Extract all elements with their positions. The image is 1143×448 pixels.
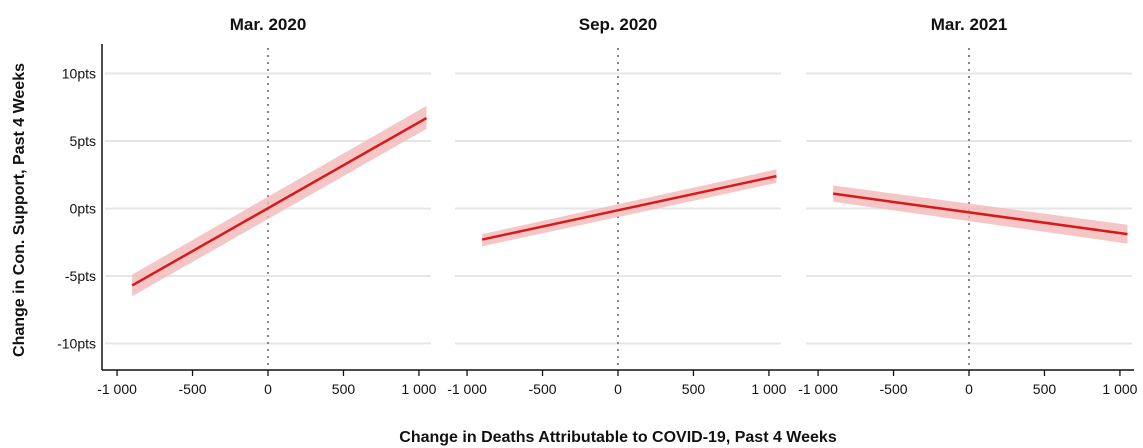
x-tick-label: 500	[682, 381, 706, 397]
fit-line	[832, 192, 1128, 236]
panel-3: -1 000 -500 0 500 1 000 Mar. 2021	[798, 15, 1137, 397]
y-tick-label: 5pts	[70, 133, 96, 149]
x-tick-label: 0	[264, 381, 272, 397]
panel-2: -1 000 -500 0 500 1 000 Sep. 2020	[447, 15, 786, 397]
y-tick-label: -10pts	[57, 336, 96, 352]
x-tick-label: -1 000	[447, 381, 487, 397]
fit-line	[131, 116, 428, 287]
panels-group: -10pts -5pts 0pts 5pts 10pts -1 000 -500 0 500 1 …	[57, 15, 1138, 397]
x-tick-label: -1 000	[97, 381, 137, 397]
x-tick-label: -500	[880, 381, 908, 397]
x-axis-title: Change in Deaths Attributable to COVID-1…	[399, 429, 837, 446]
x-tick-label: 500	[1033, 381, 1057, 397]
x-tick-label: -500	[179, 381, 207, 397]
y-tick-label: 10pts	[62, 66, 96, 82]
x-tick-label: -1 000	[798, 381, 838, 397]
x-tick-label: 1 000	[401, 381, 436, 397]
x-tick-label: 1 000	[1102, 381, 1137, 397]
panel-title: Sep. 2020	[579, 15, 657, 34]
x-tick-label: 0	[965, 381, 973, 397]
x-tick-label: -500	[529, 381, 557, 397]
y-tick-label: 0pts	[70, 201, 96, 217]
panel-title: Mar. 2021	[931, 15, 1008, 34]
x-tick-label: 1 000	[751, 381, 786, 397]
x-tick-label: 0	[614, 381, 622, 397]
panel-1: -1 000 -500 0 500 1 000 Mar. 2020	[97, 15, 436, 397]
y-tick-label: -5pts	[65, 268, 96, 284]
x-tick-label: 500	[332, 381, 356, 397]
y-axis-title: Change in Con. Support, Past 4 Weeks	[11, 63, 28, 357]
fit-line	[481, 174, 777, 241]
panel-title: Mar. 2020	[230, 15, 307, 34]
